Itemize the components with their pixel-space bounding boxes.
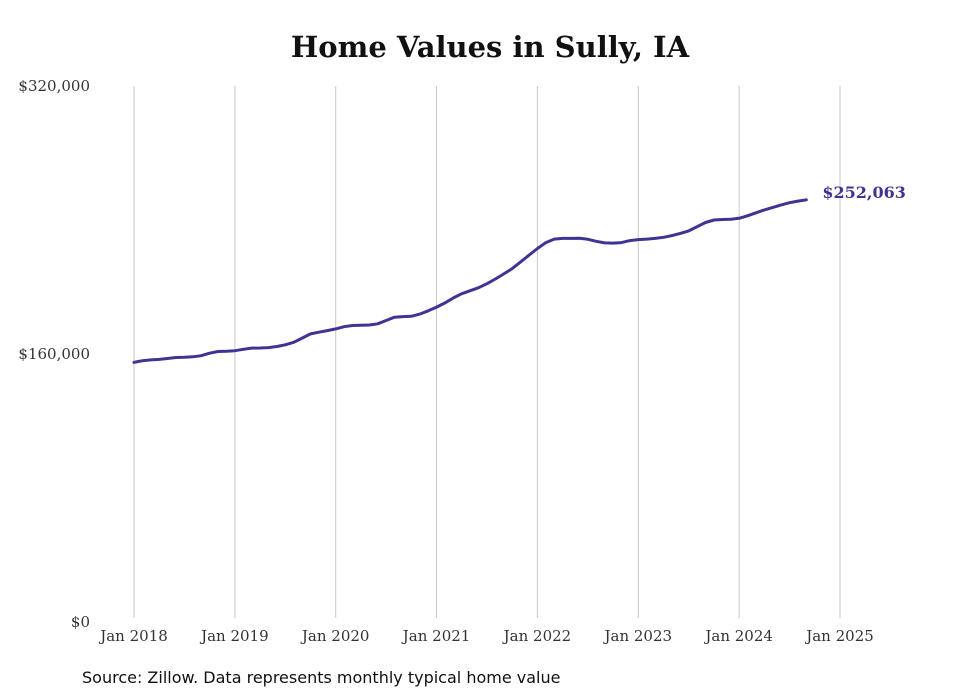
end-value-label: $252,063 bbox=[822, 183, 906, 202]
x-tick-label: Jan 2024 bbox=[703, 627, 773, 645]
x-tick-label: Jan 2020 bbox=[300, 627, 370, 645]
y-tick-label: $0 bbox=[71, 613, 90, 631]
x-tick-label: Jan 2019 bbox=[199, 627, 269, 645]
y-tick-label: $320,000 bbox=[18, 77, 90, 95]
x-tick-label: Jan 2025 bbox=[804, 627, 874, 645]
series-line bbox=[132, 198, 808, 364]
x-tick-label: Jan 2021 bbox=[401, 627, 471, 645]
x-tick-label: Jan 2022 bbox=[502, 627, 572, 645]
x-tick-label: Jan 2023 bbox=[603, 627, 673, 645]
x-tick-label: Jan 2018 bbox=[98, 627, 168, 645]
source-note: Source: Zillow. Data represents monthly … bbox=[82, 668, 561, 687]
y-tick-label: $160,000 bbox=[18, 345, 90, 363]
chart-title: Home Values in Sully, IA bbox=[290, 30, 690, 64]
